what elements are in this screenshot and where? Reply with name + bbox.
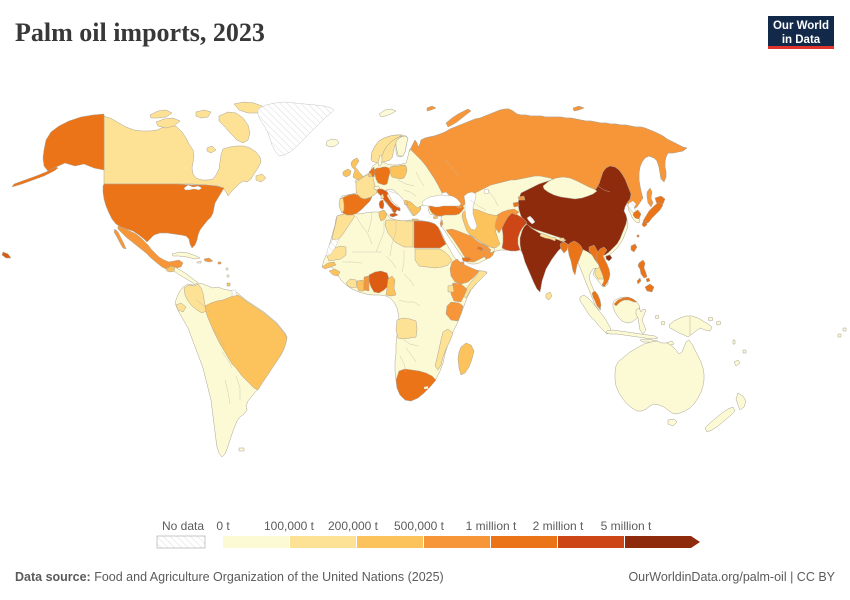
svg-text:100,000 t: 100,000 t (264, 519, 315, 533)
svg-text:0 t: 0 t (216, 519, 230, 533)
svg-text:5 million t: 5 million t (601, 519, 652, 533)
svg-text:2 million t: 2 million t (533, 519, 584, 533)
svg-text:No data: No data (162, 519, 204, 533)
svg-text:500,000 t: 500,000 t (394, 519, 445, 533)
svg-text:1 million t: 1 million t (466, 519, 517, 533)
svg-text:200,000 t: 200,000 t (328, 519, 379, 533)
